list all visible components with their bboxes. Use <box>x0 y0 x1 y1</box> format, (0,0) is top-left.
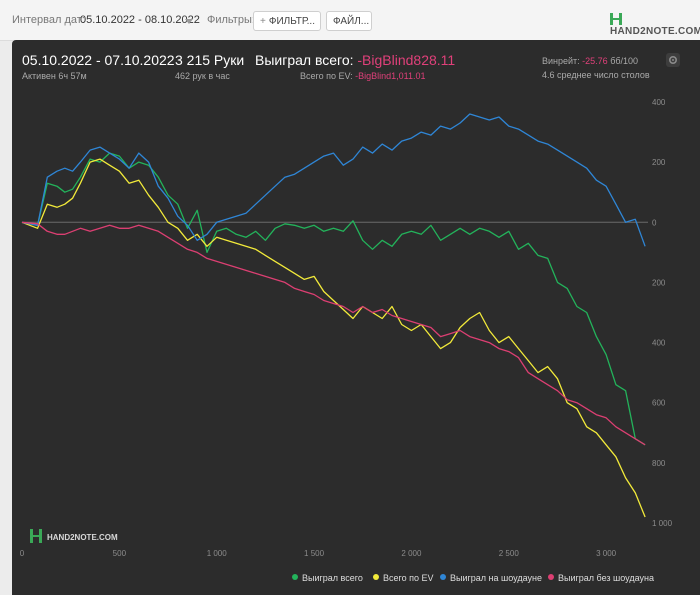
winrate: Винрейт: -25.76 бб/100 <box>542 56 638 66</box>
graph-panel <box>12 40 700 595</box>
interval-label: Интервал дат: <box>12 14 85 26</box>
legend-dot <box>440 574 446 580</box>
brand-logo: HAND2NOTE.COM <box>610 13 700 37</box>
active-time: Активен 6ч 57м <box>22 71 87 81</box>
interval-value[interactable]: 05.10.2022 - 08.10.2022 <box>80 14 200 26</box>
winrate-suffix: бб/100 <box>607 56 639 66</box>
winrate-label: Винрейт: <box>542 56 583 66</box>
legend-item-showdown[interactable]: Выиграл на шоудауне <box>440 573 542 583</box>
session-date-range: 05.10.2022 - 07.10.2022 <box>22 52 175 68</box>
legend-item-total[interactable]: Выиграл всего <box>292 573 363 583</box>
filters-label: Фильтры: <box>207 14 255 26</box>
legend-dot <box>373 574 379 580</box>
plus-icon: + <box>260 16 266 27</box>
legend-item-ev[interactable]: Всего по EV <box>373 573 433 583</box>
avg-tables: 4.6 среднее число столов <box>542 70 650 80</box>
filter-button[interactable]: + ФИЛЬТР... <box>253 11 321 31</box>
filter-button-label: ФИЛЬТР... <box>268 16 315 27</box>
ev-total-value: -BigBlind1,011.01 <box>355 71 426 81</box>
hands-count: 3 215 Руки <box>175 52 245 68</box>
top-toolbar: Интервал дат: 05.10.2022 - 08.10.2022 Фи… <box>0 0 700 41</box>
won-total-label: Выиграл всего: <box>255 52 358 68</box>
chevron-down-icon[interactable] <box>185 19 193 24</box>
gear-icon[interactable] <box>666 53 680 67</box>
ev-total-label: Всего по EV: <box>300 71 356 81</box>
legend-dot <box>548 574 554 580</box>
won-total-value: -BigBlind828.11 <box>357 52 456 68</box>
gear-glyph <box>668 55 678 65</box>
won-total: Выиграл всего: -BigBlind828.11 <box>255 52 455 68</box>
legend-dot <box>292 574 298 580</box>
brand-name: HAND2NOTE.COM <box>610 26 700 37</box>
legend-item-no-showdown[interactable]: Выиграл без шоудауна <box>548 573 654 583</box>
legend-label: Выиграл на шоудауне <box>450 573 542 583</box>
logo-icon <box>610 13 622 25</box>
legend-label: Выиграл без шоудауна <box>558 573 654 583</box>
ev-total: Всего по EV: -BigBlind1,011.01 <box>300 71 426 81</box>
file-button[interactable]: ФАЙЛ... <box>326 11 372 31</box>
hands-rate: 462 рук в час <box>175 71 230 81</box>
legend-label: Всего по EV <box>383 573 434 583</box>
winrate-value: -25.76 <box>582 56 608 66</box>
legend-label: Выиграл всего <box>302 573 363 583</box>
